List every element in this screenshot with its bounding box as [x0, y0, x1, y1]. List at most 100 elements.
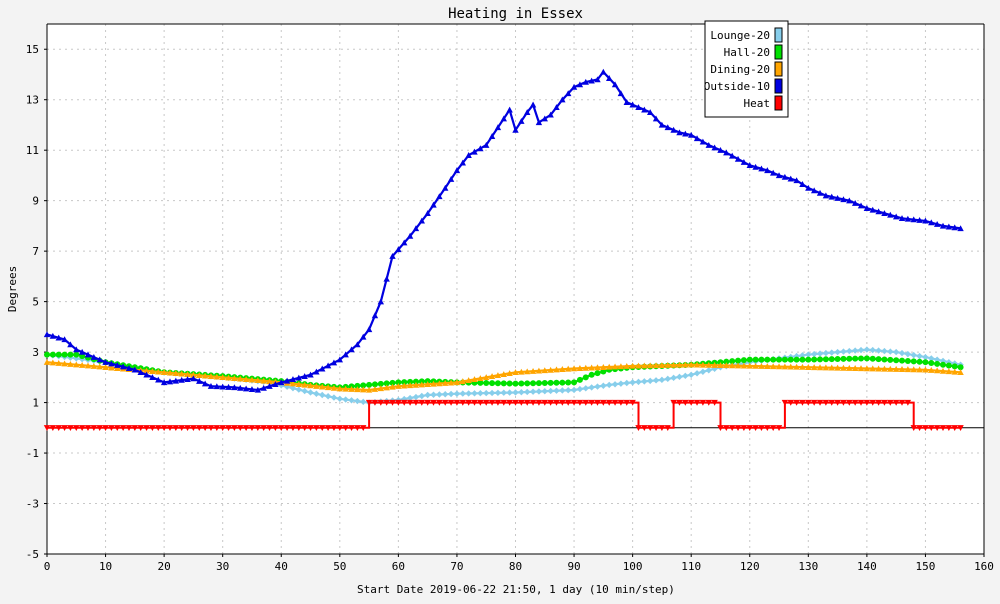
- data-point: [945, 362, 952, 369]
- data-point: [617, 90, 625, 97]
- y-tick-label: 11: [26, 144, 39, 157]
- data-point: [201, 372, 209, 379]
- series-heat: [43, 399, 964, 432]
- data-point: [500, 115, 507, 122]
- data-point: [336, 425, 344, 432]
- data-point: [529, 101, 537, 108]
- data-point: [764, 356, 771, 363]
- data-point: [55, 360, 62, 366]
- data-point: [904, 350, 912, 358]
- data-point: [735, 357, 742, 364]
- data-point: [769, 425, 777, 432]
- data-point: [547, 399, 554, 406]
- data-point: [418, 378, 425, 385]
- data-point: [465, 152, 472, 158]
- data-point: [588, 399, 595, 406]
- legend-label: Heat: [744, 97, 771, 110]
- data-point: [951, 224, 958, 231]
- data-point: [319, 365, 326, 372]
- data-point: [699, 368, 707, 375]
- data-point: [781, 173, 789, 180]
- data-point: [635, 425, 642, 432]
- data-point: [465, 377, 472, 384]
- data-point: [324, 384, 332, 391]
- data-point: [799, 181, 806, 187]
- data-point: [939, 222, 947, 229]
- data-point: [699, 399, 707, 406]
- legend-label: Outside-10: [704, 80, 770, 93]
- data-point: [260, 384, 267, 391]
- data-point: [43, 358, 51, 365]
- data-point: [242, 425, 250, 432]
- legend-swatch: [774, 78, 783, 94]
- data-point: [459, 159, 466, 166]
- data-point: [207, 373, 215, 380]
- data-point: [371, 381, 378, 388]
- data-point: [360, 333, 367, 340]
- data-point: [887, 348, 894, 355]
- data-point: [55, 425, 62, 432]
- data-point: [541, 388, 548, 395]
- data-point: [770, 356, 777, 363]
- data-point: [957, 425, 964, 432]
- data-point: [266, 382, 273, 389]
- data-point: [119, 425, 127, 432]
- data-point: [260, 377, 267, 384]
- data-point: [869, 399, 876, 406]
- data-point: [207, 382, 215, 389]
- x-tick-label: 10: [99, 560, 112, 573]
- data-point: [406, 394, 414, 402]
- data-point: [242, 376, 250, 383]
- data-point: [172, 377, 180, 384]
- data-point: [846, 399, 853, 406]
- data-point: [395, 246, 402, 253]
- data-point: [477, 399, 484, 406]
- data-point: [483, 380, 490, 387]
- data-point: [928, 366, 935, 373]
- data-point: [881, 356, 888, 363]
- data-point: [149, 425, 156, 432]
- data-point: [594, 370, 601, 377]
- data-point: [365, 386, 373, 393]
- data-point: [518, 117, 525, 124]
- data-point: [272, 381, 279, 387]
- data-point: [711, 399, 718, 406]
- data-point: [904, 358, 911, 365]
- data-point: [160, 369, 168, 375]
- data-point: [348, 385, 355, 392]
- data-point: [646, 425, 654, 432]
- data-point: [324, 393, 332, 400]
- data-point: [289, 380, 297, 387]
- data-point: [933, 221, 941, 227]
- data-point: [254, 386, 262, 393]
- data-point: [682, 372, 689, 380]
- data-point: [687, 399, 695, 406]
- data-point: [535, 399, 543, 406]
- data-point: [190, 375, 197, 382]
- data-point: [875, 347, 882, 354]
- data-point: [178, 370, 185, 377]
- data-point: [934, 360, 941, 367]
- data-point: [512, 380, 519, 387]
- data-point: [600, 364, 607, 370]
- data-point: [852, 355, 859, 362]
- data-point: [752, 425, 759, 432]
- data-point: [822, 364, 830, 371]
- data-point: [752, 356, 759, 363]
- data-point: [559, 366, 566, 372]
- data-point: [828, 364, 835, 371]
- data-point: [887, 365, 894, 372]
- data-point: [471, 376, 478, 383]
- data-point: [805, 364, 812, 370]
- data-point: [383, 380, 390, 387]
- data-point: [248, 376, 256, 383]
- data-point: [143, 425, 150, 432]
- data-point: [465, 399, 472, 406]
- y-axis-label: Degrees: [6, 266, 19, 312]
- data-point: [869, 365, 876, 372]
- data-point: [430, 201, 437, 208]
- data-point: [892, 365, 900, 372]
- data-point: [430, 380, 437, 387]
- data-point: [682, 399, 689, 406]
- x-tick-label: 0: [44, 560, 51, 573]
